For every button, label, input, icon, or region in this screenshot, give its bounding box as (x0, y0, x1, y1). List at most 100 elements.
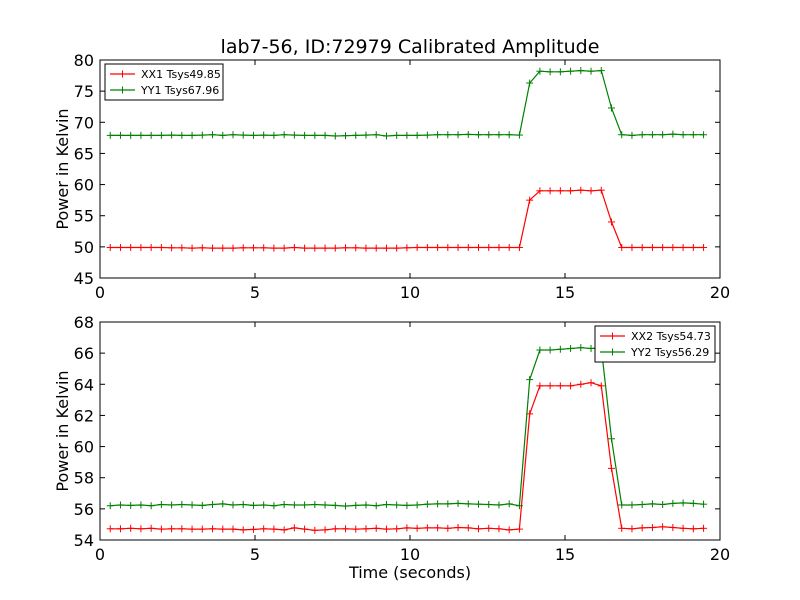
data-point (587, 67, 595, 75)
data-point (301, 501, 309, 509)
data-point (127, 524, 135, 532)
data-point (147, 502, 155, 510)
data-point (106, 502, 114, 510)
data-point (689, 243, 697, 251)
data-point (679, 499, 687, 507)
data-point (260, 525, 268, 533)
data-point (249, 501, 257, 509)
data-point (127, 243, 135, 251)
data-point (505, 243, 513, 251)
data-point (454, 243, 462, 251)
data-point (342, 502, 350, 510)
data-point (209, 131, 217, 139)
data-point (464, 243, 472, 251)
data-point (648, 131, 656, 139)
data-point (106, 131, 114, 139)
data-point (249, 525, 257, 533)
data-point (157, 243, 165, 251)
data-point (116, 525, 124, 533)
data-point (219, 525, 227, 533)
data-point (321, 501, 329, 509)
data-point (556, 68, 564, 76)
data-point (342, 244, 350, 252)
data-point (434, 500, 442, 508)
data-point (526, 79, 534, 87)
data-point (352, 131, 360, 139)
data-point (464, 130, 472, 138)
data-point (280, 244, 288, 252)
data-point (648, 500, 656, 508)
data-point (597, 186, 605, 194)
data-point (515, 525, 523, 533)
x-tick-label: 15 (555, 283, 575, 302)
data-point (127, 131, 135, 139)
data-point (475, 243, 483, 251)
data-point (495, 243, 503, 251)
data-point (137, 243, 145, 251)
data-point (393, 131, 401, 139)
data-point (546, 187, 554, 195)
data-point (505, 526, 513, 534)
data-point (198, 501, 206, 509)
legend-label: YY2 Tsys56.29 (630, 346, 709, 359)
data-point (669, 130, 677, 138)
data-point (638, 243, 646, 251)
data-point (311, 526, 319, 534)
data-point (382, 244, 390, 252)
data-point (495, 131, 503, 139)
data-point (229, 501, 237, 509)
data-point (157, 500, 165, 508)
data-point (628, 525, 636, 533)
data-point (157, 525, 165, 533)
data-point (280, 500, 288, 508)
data-point (362, 501, 370, 509)
data-point (229, 131, 237, 139)
data-point (689, 499, 697, 507)
data-point (505, 500, 513, 508)
data-point (700, 243, 708, 251)
data-point (505, 131, 513, 139)
data-point (239, 131, 247, 139)
y-tick-label: 50 (74, 238, 94, 257)
data-point (168, 244, 176, 252)
data-point (413, 524, 421, 532)
data-point (260, 244, 268, 252)
y-tick-label: 56 (74, 500, 94, 519)
data-point (669, 524, 677, 532)
data-point (648, 243, 656, 251)
data-point (485, 243, 493, 251)
data-point (393, 525, 401, 533)
data-point (679, 524, 687, 532)
y-tick-label: 60 (74, 176, 94, 195)
data-point (618, 243, 626, 251)
data-point (290, 501, 298, 509)
data-point (546, 382, 554, 390)
data-point (106, 243, 114, 251)
data-point (116, 243, 124, 251)
data-point (352, 525, 360, 533)
data-point (249, 244, 257, 252)
data-point (628, 243, 636, 251)
data-point (567, 344, 575, 352)
data-point (372, 524, 380, 532)
data-point (669, 243, 677, 251)
data-point (321, 244, 329, 252)
data-point (495, 525, 503, 533)
legend-box (594, 325, 716, 363)
data-point (270, 131, 278, 139)
data-point (178, 131, 186, 139)
data-point (648, 524, 656, 532)
data-point (618, 524, 626, 532)
data-point (157, 131, 165, 139)
data-point (116, 501, 124, 509)
data-point (239, 526, 247, 534)
data-point (618, 501, 626, 509)
data-point (198, 525, 206, 533)
data-point (403, 501, 411, 509)
data-point (556, 382, 564, 390)
data-point (229, 525, 237, 533)
data-point (464, 524, 472, 532)
data-point (556, 187, 564, 195)
x-tick-label: 0 (95, 545, 105, 564)
x-tick-label: 20 (710, 545, 730, 564)
